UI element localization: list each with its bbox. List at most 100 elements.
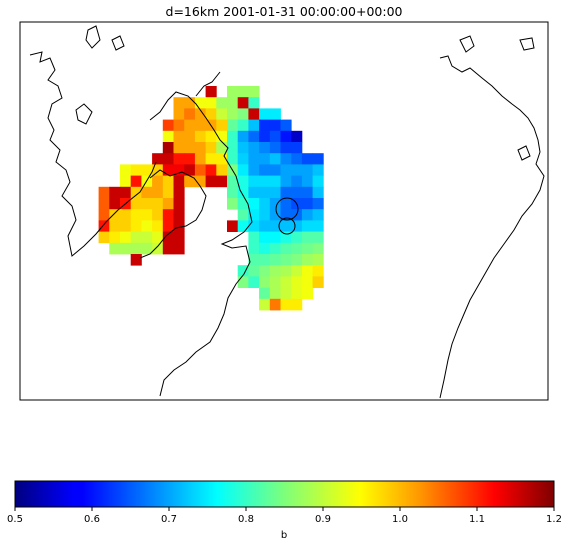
heatmap-cell bbox=[238, 108, 249, 120]
heatmap-cell bbox=[163, 243, 174, 255]
heatmap-cell bbox=[99, 187, 110, 199]
heatmap-cell bbox=[120, 232, 131, 244]
heatmap-cell bbox=[206, 164, 217, 176]
heatmap-cell bbox=[248, 187, 259, 199]
heatmap-cell bbox=[163, 153, 174, 165]
heatmap-cell bbox=[195, 164, 206, 176]
heatmap-cell bbox=[259, 276, 270, 288]
heatmap-cell bbox=[109, 243, 120, 255]
heatmap-cell bbox=[281, 198, 292, 210]
heatmap-cell bbox=[120, 243, 131, 255]
heatmap-cell bbox=[163, 198, 174, 210]
heatmap-cell bbox=[227, 220, 238, 232]
heatmap-cell bbox=[281, 176, 292, 188]
heatmap-cell bbox=[270, 232, 281, 244]
heatmap-cell bbox=[238, 198, 249, 210]
heatmap-cell bbox=[281, 299, 292, 311]
colorbar-tick-label: 0.8 bbox=[238, 514, 254, 525]
heatmap-cell bbox=[216, 97, 227, 109]
heatmap-cell bbox=[216, 164, 227, 176]
heatmap-cell bbox=[152, 187, 163, 199]
heatmap-cell bbox=[163, 164, 174, 176]
heatmap-cell bbox=[216, 120, 227, 132]
heatmap-cell bbox=[291, 131, 302, 143]
colorbar-tick-label: 0.5 bbox=[7, 514, 23, 525]
heatmap-cell bbox=[259, 131, 270, 143]
heatmap-cell bbox=[302, 164, 313, 176]
map-title: d=16km 2001-01-31 00:00:00+00:00 bbox=[0, 4, 568, 19]
heatmap-cell bbox=[291, 176, 302, 188]
heatmap-cell bbox=[259, 288, 270, 300]
heatmap-cell bbox=[174, 232, 185, 244]
heatmap-cell bbox=[248, 120, 259, 132]
heatmap-cell bbox=[238, 220, 249, 232]
heatmap-cell bbox=[163, 120, 174, 132]
colorbar-tick-label: 0.6 bbox=[84, 514, 100, 525]
heatmap-cell bbox=[184, 153, 195, 165]
heatmap-cell bbox=[120, 220, 131, 232]
heatmap-cell bbox=[313, 198, 324, 210]
heatmap-cell bbox=[131, 232, 142, 244]
heatmap-cell bbox=[195, 142, 206, 154]
heatmap-cell bbox=[109, 198, 120, 210]
heatmap-cell bbox=[99, 232, 110, 244]
heatmap-cell bbox=[270, 198, 281, 210]
heatmap-cell bbox=[313, 276, 324, 288]
heatmap-cell bbox=[152, 176, 163, 188]
heatmap-cell bbox=[259, 142, 270, 154]
heatmap-cell bbox=[248, 232, 259, 244]
heatmap-cell bbox=[195, 131, 206, 143]
heatmap-cell bbox=[281, 120, 292, 132]
heatmap-cell bbox=[291, 265, 302, 277]
heatmap-cell bbox=[259, 120, 270, 132]
heatmap-cell bbox=[238, 209, 249, 221]
heatmap-cell bbox=[216, 176, 227, 188]
heatmap-cell bbox=[313, 265, 324, 277]
heatmap-cell bbox=[216, 108, 227, 120]
heatmap-cell bbox=[131, 176, 142, 188]
heatmap-cell bbox=[302, 288, 313, 300]
heatmap-cell bbox=[152, 164, 163, 176]
coastline-east bbox=[440, 56, 544, 398]
heatmap-cell bbox=[184, 131, 195, 143]
heatmap-cell bbox=[120, 176, 131, 188]
heatmap-cell bbox=[291, 232, 302, 244]
heatmap-cell bbox=[174, 187, 185, 199]
heatmap-cell bbox=[227, 120, 238, 132]
heatmap-cell bbox=[206, 142, 217, 154]
heatmap-cell bbox=[120, 187, 131, 199]
heatmap-cell bbox=[174, 176, 185, 188]
heatmap-cell bbox=[270, 265, 281, 277]
heatmap-cell bbox=[248, 108, 259, 120]
heatmap-cell bbox=[163, 187, 174, 199]
heatmap-cell bbox=[99, 220, 110, 232]
heatmap-cell bbox=[227, 108, 238, 120]
heatmap-cell bbox=[248, 153, 259, 165]
colorbar-tick-label: 0.7 bbox=[161, 514, 177, 525]
heatmap-cell bbox=[131, 209, 142, 221]
heatmap-cell bbox=[270, 276, 281, 288]
heatmap-cell bbox=[248, 142, 259, 154]
coastline-west-islands bbox=[76, 26, 124, 124]
heatmap-cell bbox=[270, 142, 281, 154]
heatmap-cell bbox=[238, 86, 249, 98]
heatmap-cell bbox=[195, 153, 206, 165]
heatmap-cell bbox=[259, 187, 270, 199]
heatmap-cell bbox=[270, 131, 281, 143]
coastline-east-islands bbox=[460, 36, 534, 160]
heatmap-cell bbox=[281, 142, 292, 154]
heatmap-cell bbox=[248, 86, 259, 98]
heatmap-cell bbox=[238, 276, 249, 288]
heatmap-cell bbox=[259, 254, 270, 266]
heatmap-cell bbox=[302, 232, 313, 244]
heatmap-cell bbox=[270, 243, 281, 255]
heatmap-cell bbox=[291, 153, 302, 165]
heatmap-cell bbox=[313, 220, 324, 232]
heatmap-cell bbox=[302, 265, 313, 277]
heatmap-cell bbox=[238, 120, 249, 132]
heatmap-cell bbox=[195, 97, 206, 109]
heatmap-cell bbox=[206, 176, 217, 188]
heatmap-cell bbox=[184, 97, 195, 109]
heatmap-cell bbox=[291, 276, 302, 288]
